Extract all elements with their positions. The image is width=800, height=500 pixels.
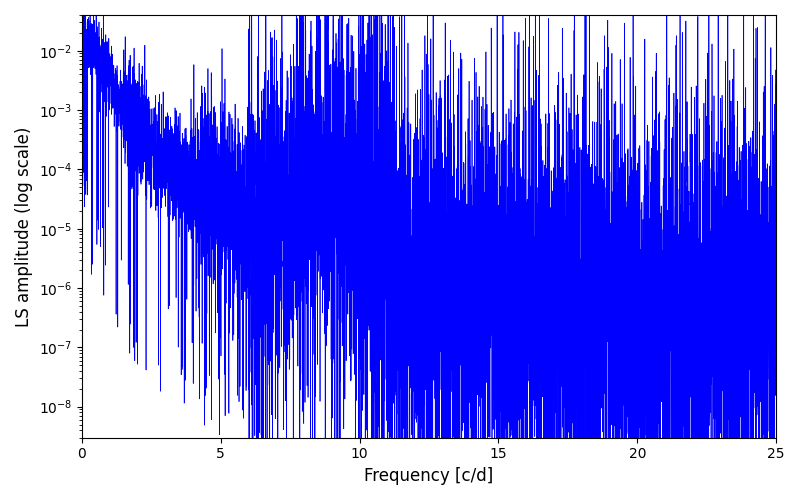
Y-axis label: LS amplitude (log scale): LS amplitude (log scale) bbox=[15, 126, 33, 326]
X-axis label: Frequency [c/d]: Frequency [c/d] bbox=[364, 467, 494, 485]
